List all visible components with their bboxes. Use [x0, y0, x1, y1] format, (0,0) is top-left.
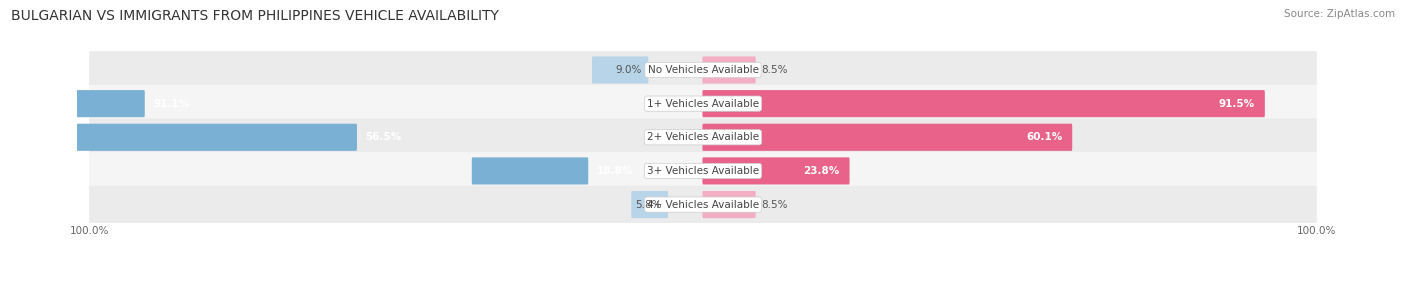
FancyBboxPatch shape [89, 51, 1317, 89]
Text: 3+ Vehicles Available: 3+ Vehicles Available [647, 166, 759, 176]
FancyBboxPatch shape [472, 157, 588, 184]
Text: BULGARIAN VS IMMIGRANTS FROM PHILIPPINES VEHICLE AVAILABILITY: BULGARIAN VS IMMIGRANTS FROM PHILIPPINES… [11, 9, 499, 23]
Text: Source: ZipAtlas.com: Source: ZipAtlas.com [1284, 9, 1395, 19]
Text: 23.8%: 23.8% [804, 166, 839, 176]
FancyBboxPatch shape [592, 56, 648, 84]
Text: 18.8%: 18.8% [598, 166, 633, 176]
Text: 9.0%: 9.0% [616, 65, 641, 75]
Text: 91.5%: 91.5% [1219, 99, 1256, 109]
FancyBboxPatch shape [89, 118, 1317, 156]
FancyBboxPatch shape [10, 124, 357, 151]
Text: 1+ Vehicles Available: 1+ Vehicles Available [647, 99, 759, 109]
FancyBboxPatch shape [631, 191, 668, 218]
FancyBboxPatch shape [0, 90, 145, 117]
Text: 8.5%: 8.5% [761, 65, 787, 75]
FancyBboxPatch shape [89, 85, 1317, 122]
FancyBboxPatch shape [703, 90, 1265, 117]
Text: No Vehicles Available: No Vehicles Available [648, 65, 758, 75]
FancyBboxPatch shape [703, 191, 755, 218]
FancyBboxPatch shape [703, 157, 849, 184]
Text: 91.1%: 91.1% [153, 99, 190, 109]
Text: 60.1%: 60.1% [1026, 132, 1063, 142]
FancyBboxPatch shape [703, 56, 755, 84]
Text: 56.5%: 56.5% [366, 132, 402, 142]
FancyBboxPatch shape [89, 186, 1317, 223]
Text: 5.8%: 5.8% [634, 200, 661, 210]
Text: 4+ Vehicles Available: 4+ Vehicles Available [647, 200, 759, 210]
FancyBboxPatch shape [703, 124, 1073, 151]
FancyBboxPatch shape [89, 152, 1317, 190]
Text: 8.5%: 8.5% [761, 200, 787, 210]
Text: 2+ Vehicles Available: 2+ Vehicles Available [647, 132, 759, 142]
